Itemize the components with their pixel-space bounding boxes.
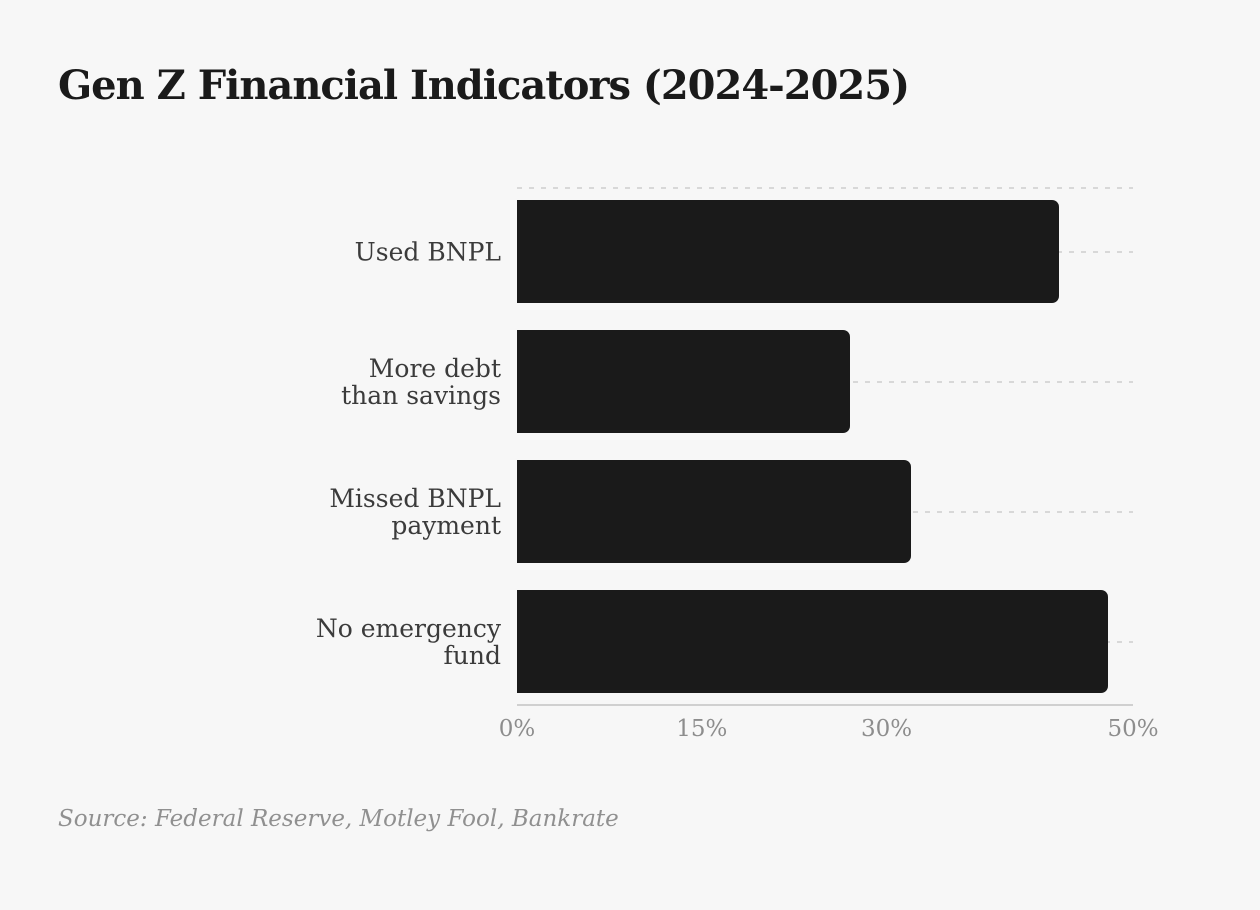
- source-note: Source: Federal Reserve, Motley Fool, Ba…: [58, 806, 619, 832]
- bar-missed-bnpl: [517, 460, 912, 563]
- x-axis-tick-label: 0%: [498, 716, 536, 742]
- category-label-column: Used BNPL More debt than savings Missed BN…: [0, 187, 501, 706]
- x-axis-tick-label: 15%: [676, 716, 728, 742]
- category-label: Missed BNPL payment: [329, 483, 501, 540]
- bar-used-bnpl: [517, 200, 1060, 303]
- category-label: No emergency fund: [315, 613, 501, 670]
- bar-more-debt: [517, 330, 850, 433]
- x-axis-tick-label: 50%: [1107, 716, 1159, 742]
- plot-area: [517, 187, 1133, 706]
- bar-no-emergency: [517, 590, 1109, 693]
- chart-title: Gen Z Financial Indicators (2024-2025): [58, 62, 910, 109]
- category-label: Used BNPL: [354, 237, 501, 266]
- gridline-top: [517, 187, 1133, 189]
- x-axis-line: [517, 704, 1133, 706]
- x-axis-tick-label: 30%: [861, 716, 913, 742]
- category-label: More debt than savings: [341, 353, 501, 410]
